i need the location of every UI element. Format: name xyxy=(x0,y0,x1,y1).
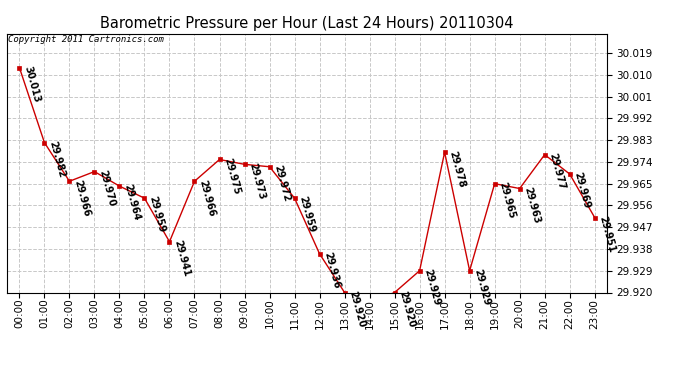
Text: 29.970: 29.970 xyxy=(97,169,117,208)
Text: 29.963: 29.963 xyxy=(522,186,542,225)
Text: 29.959: 29.959 xyxy=(147,195,166,234)
Text: 29.966: 29.966 xyxy=(197,178,217,217)
Text: 29.973: 29.973 xyxy=(247,162,266,200)
Text: 29.920: 29.920 xyxy=(397,290,417,328)
Text: 29.969: 29.969 xyxy=(573,171,592,210)
Text: 29.977: 29.977 xyxy=(547,152,566,191)
Text: 29.929: 29.929 xyxy=(422,268,442,307)
Text: 29.959: 29.959 xyxy=(297,195,317,234)
Text: 29.978: 29.978 xyxy=(447,150,467,188)
Text: 29.972: 29.972 xyxy=(273,164,292,203)
Text: 29.916: 29.916 xyxy=(0,374,1,375)
Text: 29.965: 29.965 xyxy=(497,181,517,220)
Text: 30.013: 30.013 xyxy=(22,65,41,104)
Text: 29.920: 29.920 xyxy=(347,290,366,328)
Title: Barometric Pressure per Hour (Last 24 Hours) 20110304: Barometric Pressure per Hour (Last 24 Ho… xyxy=(100,16,514,31)
Text: 29.936: 29.936 xyxy=(322,251,342,290)
Text: 29.975: 29.975 xyxy=(222,157,242,195)
Text: 29.966: 29.966 xyxy=(72,178,92,217)
Text: 29.941: 29.941 xyxy=(172,239,192,278)
Text: 29.929: 29.929 xyxy=(473,268,492,307)
Text: 29.982: 29.982 xyxy=(47,140,67,179)
Text: 29.951: 29.951 xyxy=(598,215,617,254)
Text: 29.964: 29.964 xyxy=(122,183,141,222)
Text: Copyright 2011 Cartronics.com: Copyright 2011 Cartronics.com xyxy=(8,35,164,44)
